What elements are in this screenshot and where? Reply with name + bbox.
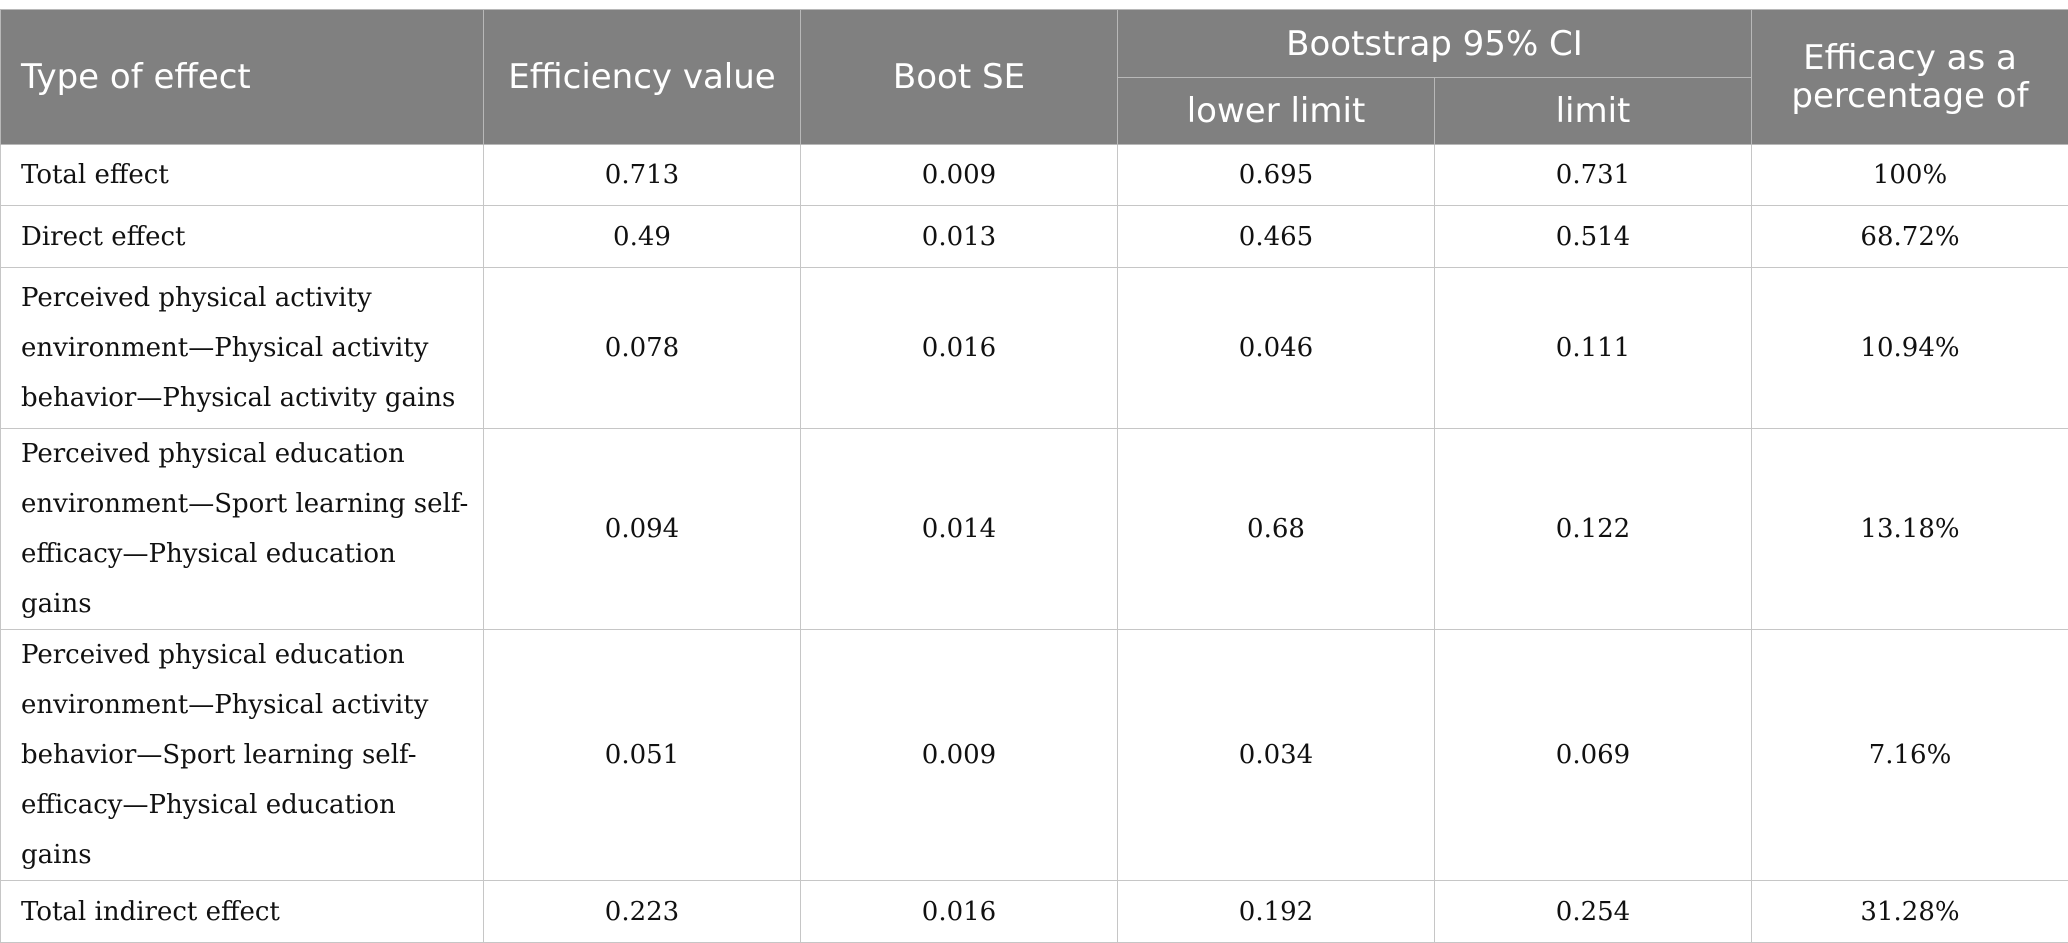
- cell-lower-limit: 0.046: [1118, 268, 1435, 429]
- cell-efficiency-value: 0.094: [484, 429, 801, 630]
- effect-label-line: behavior—Sport learning self-: [21, 730, 473, 780]
- effect-label-line: behavior—Physical activity gains: [21, 373, 473, 423]
- effect-label-line: Total effect: [21, 150, 473, 200]
- header-row-top: Type of effect Efficiency value Boot SE …: [1, 10, 2068, 78]
- cell-boot-se: 0.013: [801, 206, 1118, 268]
- cell-limit: 0.111: [1435, 268, 1752, 429]
- effect-label-line: efficacy—Physical education gains: [21, 780, 473, 880]
- effect-label-line: Total indirect effect: [21, 887, 473, 937]
- cell-type-of-effect: Direct effect: [1, 206, 484, 268]
- cell-percentage: 100%: [1752, 145, 2068, 206]
- header-bootstrap-ci: Bootstrap 95% CI: [1118, 10, 1752, 78]
- cell-percentage: 31.28%: [1752, 881, 2068, 943]
- cell-limit: 0.069: [1435, 630, 1752, 881]
- cell-type-of-effect: Total indirect effect: [1, 881, 484, 943]
- header-boot-se: Boot SE: [801, 10, 1118, 145]
- cell-boot-se: 0.016: [801, 881, 1118, 943]
- cell-lower-limit: 0.034: [1118, 630, 1435, 881]
- effects-table-container: Type of effect Efficiency value Boot SE …: [0, 9, 2068, 943]
- effect-label-line: environment—Physical activity: [21, 323, 473, 373]
- cell-boot-se: 0.009: [801, 145, 1118, 206]
- header-efficacy-line2: percentage of: [1752, 77, 2068, 115]
- table-header: Type of effect Efficiency value Boot SE …: [1, 10, 2068, 145]
- cell-lower-limit: 0.465: [1118, 206, 1435, 268]
- header-efficiency-value: Efficiency value: [484, 10, 801, 145]
- header-efficacy-line1: Efficacy as a: [1752, 39, 2068, 77]
- cell-efficiency-value: 0.223: [484, 881, 801, 943]
- cell-limit: 0.122: [1435, 429, 1752, 630]
- effect-label-line: Perceived physical education: [21, 429, 473, 479]
- cell-limit: 0.514: [1435, 206, 1752, 268]
- effect-label-line: Perceived physical activity: [21, 273, 473, 323]
- header-efficacy-percentage: Efficacy as a percentage of: [1752, 10, 2068, 145]
- cell-percentage: 10.94%: [1752, 268, 2068, 429]
- cell-efficiency-value: 0.051: [484, 630, 801, 881]
- cell-limit: 0.254: [1435, 881, 1752, 943]
- cell-efficiency-value: 0.078: [484, 268, 801, 429]
- mediation-effects-table: Type of effect Efficiency value Boot SE …: [0, 9, 2068, 943]
- effect-label-line: efficacy—Physical education gains: [21, 529, 473, 629]
- cell-efficiency-value: 0.49: [484, 206, 801, 268]
- cell-boot-se: 0.016: [801, 268, 1118, 429]
- cell-percentage: 13.18%: [1752, 429, 2068, 630]
- cell-lower-limit: 0.68: [1118, 429, 1435, 630]
- cell-lower-limit: 0.192: [1118, 881, 1435, 943]
- cell-boot-se: 0.009: [801, 630, 1118, 881]
- header-lower-limit: lower limit: [1118, 78, 1435, 145]
- cell-lower-limit: 0.695: [1118, 145, 1435, 206]
- effect-label-line: environment—Physical activity: [21, 680, 473, 730]
- cell-percentage: 7.16%: [1752, 630, 2068, 881]
- cell-percentage: 68.72%: [1752, 206, 2068, 268]
- cell-boot-se: 0.014: [801, 429, 1118, 630]
- cell-efficiency-value: 0.713: [484, 145, 801, 206]
- effect-label-line: environment—Sport learning self-: [21, 479, 473, 529]
- header-type-of-effect: Type of effect: [1, 10, 484, 145]
- effect-label-line: Direct effect: [21, 212, 473, 262]
- effect-label-line: Perceived physical education: [21, 630, 473, 680]
- cell-type-of-effect: Total effect: [1, 145, 484, 206]
- header-limit: limit: [1435, 78, 1752, 145]
- cell-limit: 0.731: [1435, 145, 1752, 206]
